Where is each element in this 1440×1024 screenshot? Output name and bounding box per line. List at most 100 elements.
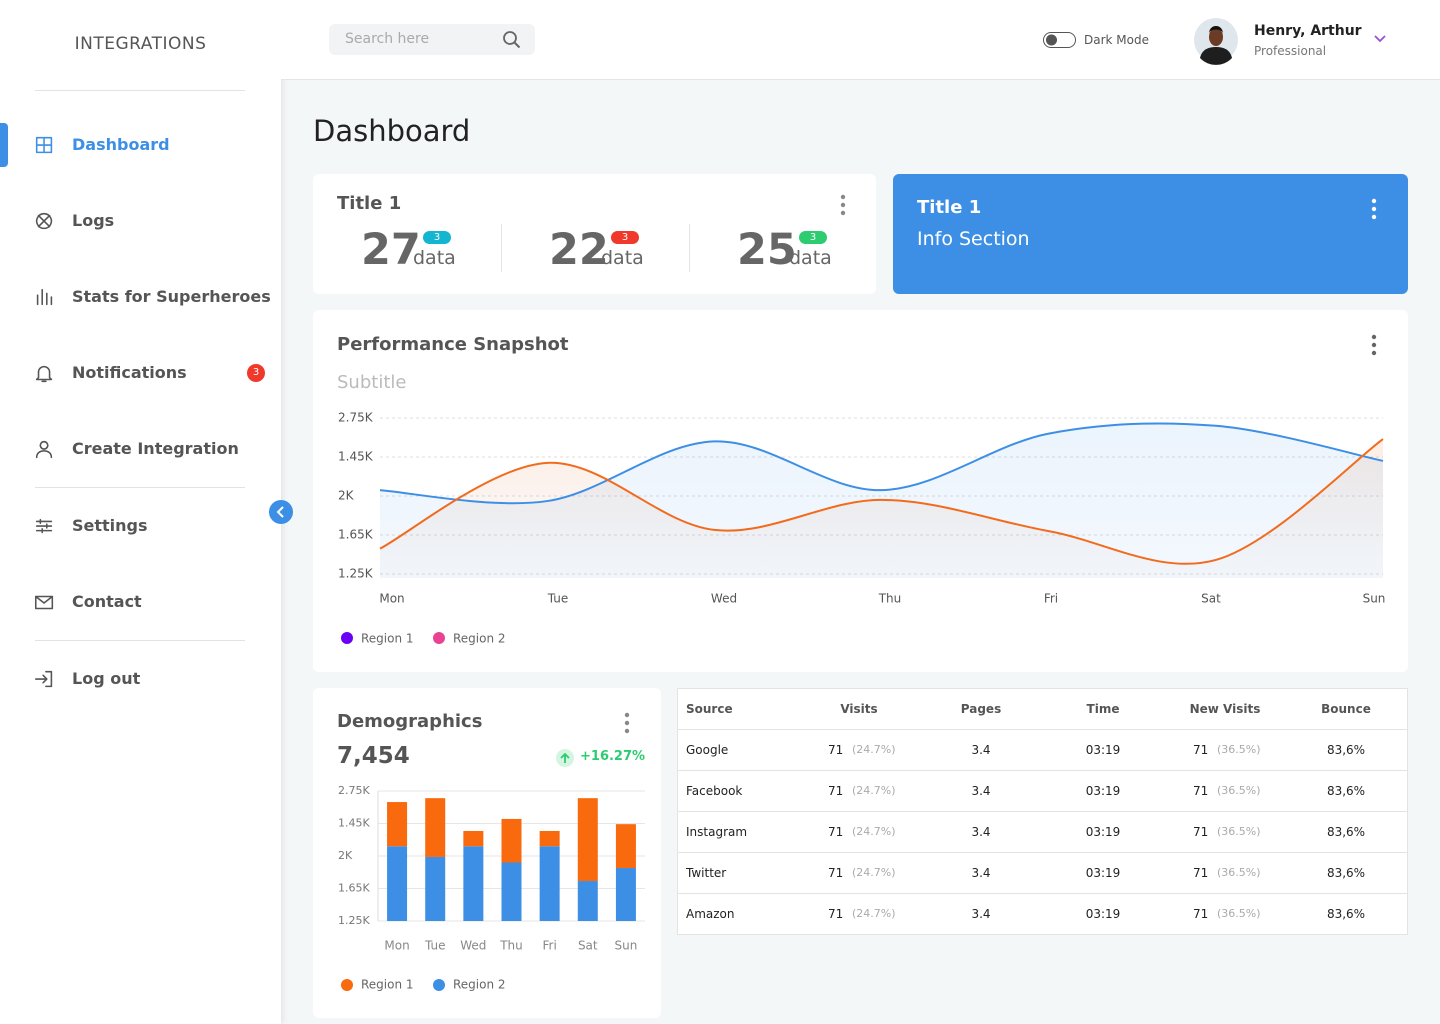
row-divider	[678, 770, 1407, 771]
cell-source: Facebook	[686, 784, 743, 798]
x-tick-label: Fri	[542, 939, 556, 953]
legend-label: Region 1	[361, 632, 414, 646]
brand: INTEGRATIONS	[74, 34, 207, 54]
bar-segment	[539, 830, 560, 847]
dot	[840, 202, 846, 208]
more-menu[interactable]	[1368, 197, 1380, 221]
page-title: Dashboard	[313, 114, 471, 148]
cell-pages: 3.4	[971, 825, 991, 839]
column-header: Bounce	[1321, 702, 1371, 716]
cell-time: 03:19	[1085, 907, 1121, 921]
y-tick-label: 2K	[338, 489, 355, 503]
bar-segment	[387, 846, 408, 921]
chart-change: +16.27%	[580, 749, 646, 764]
column-header: Source	[686, 702, 733, 716]
user-menu-chevron[interactable]	[1373, 34, 1387, 44]
y-tick-label: 1.25K	[338, 914, 370, 927]
bar-segment	[539, 846, 560, 921]
nav-label: Contact	[72, 592, 142, 611]
row-divider	[678, 893, 1407, 894]
dark-mode-toggle[interactable]	[1043, 32, 1077, 48]
legend-label: Region 2	[453, 978, 506, 992]
cell-bounce: 83,6%	[1326, 784, 1366, 798]
cell-source: Instagram	[686, 825, 748, 839]
cell-new-visits-pct: (36.5%)	[1217, 907, 1261, 920]
bar-segment	[615, 824, 636, 869]
nav-label: Dashboard	[72, 135, 170, 154]
cell-pages: 3.4	[971, 866, 991, 880]
cell-new-visits: 71	[1193, 866, 1209, 880]
series-line	[379, 438, 1384, 565]
dot	[624, 720, 630, 726]
info-text: Info Section	[917, 228, 1030, 250]
x-tick-label: Sun	[1363, 592, 1386, 606]
nav-icon	[35, 136, 53, 154]
more-menu[interactable]	[1368, 333, 1380, 357]
row-divider	[678, 852, 1407, 853]
more-menu[interactable]	[621, 711, 633, 735]
search-box[interactable]	[329, 24, 535, 55]
x-tick-label: Thu	[878, 592, 902, 606]
bar-segment	[501, 818, 522, 863]
divider	[35, 90, 245, 91]
x-tick-label: Tue	[424, 939, 446, 953]
x-tick-label: Sat	[578, 939, 598, 953]
cell-source: Google	[686, 743, 729, 757]
y-tick-label: 2.75K	[338, 411, 374, 425]
search-placeholder: Search here	[345, 31, 430, 47]
y-tick-label: 1.45K	[338, 817, 370, 830]
row-divider	[678, 811, 1407, 812]
more-menu[interactable]	[837, 193, 849, 217]
legend-marker	[341, 979, 353, 991]
nav-badge: 3	[247, 364, 265, 382]
chevron	[276, 506, 284, 518]
cell-pages: 3.4	[971, 784, 991, 798]
stat-unit: data	[789, 247, 832, 269]
cell-time: 03:19	[1085, 825, 1121, 839]
avatar-body	[1200, 47, 1232, 65]
stat-badge: 3	[423, 231, 451, 244]
dot	[624, 712, 630, 718]
stat-badge: 3	[799, 231, 827, 244]
x-tick-label: Wed	[711, 592, 737, 606]
icon	[35, 136, 53, 154]
nav-icon	[35, 518, 53, 534]
sidebar	[0, 0, 281, 1024]
nav-icon	[36, 288, 53, 306]
cell-time: 03:19	[1085, 866, 1121, 880]
stat-value: 25	[737, 225, 797, 275]
cell-new-visits-pct: (36.5%)	[1217, 784, 1261, 797]
cell-visits: 71	[828, 907, 844, 921]
cell-pages: 3.4	[971, 743, 991, 757]
x-tick-label: Thu	[499, 939, 523, 953]
arrow	[560, 752, 570, 763]
separator	[501, 224, 502, 272]
icon	[35, 440, 53, 459]
dot	[1371, 214, 1377, 220]
collapse-button[interactable]	[269, 500, 293, 524]
chart-title: Performance Snapshot	[337, 334, 569, 355]
dot	[624, 728, 630, 734]
user-name: Henry, Arthur	[1254, 23, 1362, 39]
dot	[1371, 334, 1377, 340]
active-indicator	[0, 123, 8, 167]
nav-label: Create Integration	[72, 439, 239, 458]
cell-new-visits: 71	[1193, 825, 1209, 839]
divider	[35, 487, 245, 488]
nav-icon	[35, 440, 53, 459]
icon	[513, 41, 521, 49]
cell-bounce: 83,6%	[1326, 907, 1366, 921]
x-tick-label: Fri	[1044, 592, 1058, 606]
cell-new-visits-pct: (36.5%)	[1217, 866, 1261, 879]
series-area	[380, 439, 1383, 578]
nav-label: Logs	[72, 211, 115, 230]
cell-new-visits: 71	[1193, 907, 1209, 921]
info-card	[893, 174, 1408, 294]
cell-bounce: 83,6%	[1326, 743, 1366, 757]
bar-segment	[463, 830, 484, 847]
x-tick-label: Sun	[615, 939, 638, 953]
user-role: Professional	[1254, 44, 1327, 58]
dot	[1371, 342, 1377, 348]
